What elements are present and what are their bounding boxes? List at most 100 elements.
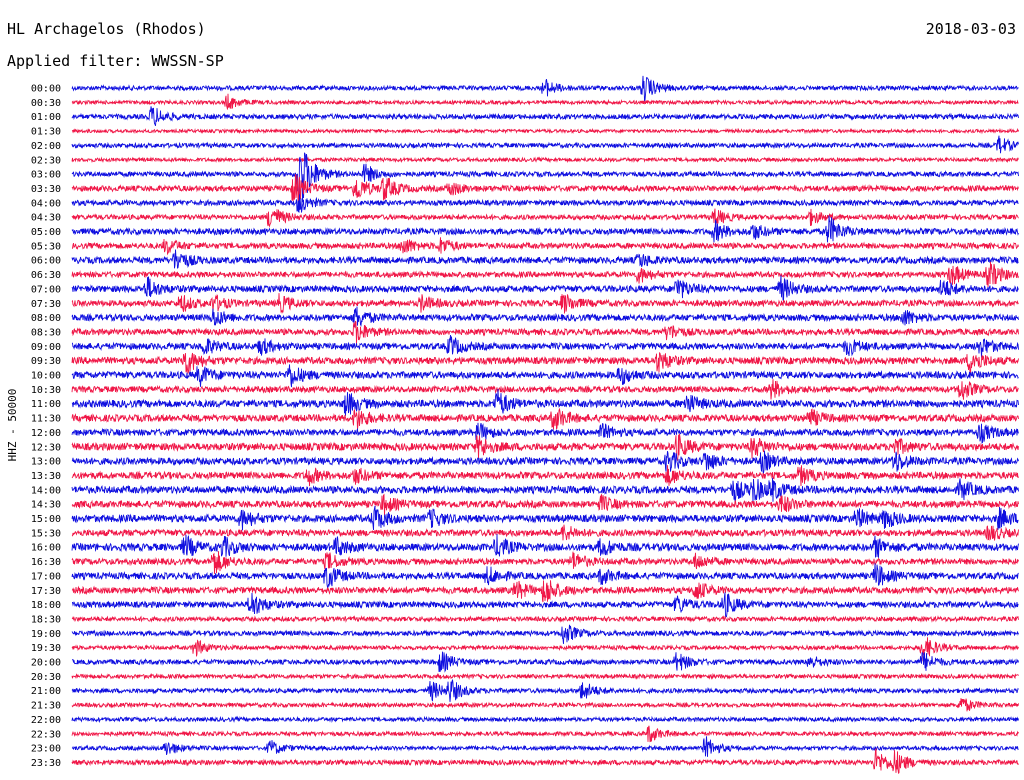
row-label: 14:00 [31, 485, 61, 496]
trace-row [71, 135, 1019, 154]
row-label: 14:30 [31, 500, 61, 511]
trace-row [71, 320, 1019, 344]
row-label: 22:30 [31, 729, 61, 740]
station-title: HL Archagelos (Rhodos) [7, 20, 206, 38]
row-label: 12:00 [31, 428, 61, 439]
row-label: 02:30 [31, 155, 61, 166]
row-label: 18:30 [31, 614, 61, 625]
row-label: 20:00 [31, 658, 61, 669]
row-label: 06:00 [31, 256, 61, 267]
trace-row [71, 679, 1019, 702]
trace-row [71, 580, 1019, 603]
trace-row [71, 407, 1019, 430]
row-label: 11:30 [31, 414, 61, 425]
trace-row [71, 106, 1019, 127]
trace-row [71, 156, 1019, 164]
trace-row [71, 736, 1019, 757]
trace-row [71, 261, 1019, 288]
row-label: 15:30 [31, 528, 61, 539]
trace-row [71, 505, 1019, 531]
row-label: 06:30 [31, 270, 61, 281]
trace-row [71, 534, 1019, 558]
trace-row [71, 698, 1019, 712]
trace-row [71, 615, 1019, 623]
row-label: 08:30 [31, 327, 61, 338]
trace-row [71, 747, 1019, 775]
trace-row [71, 388, 1019, 416]
trace-row [71, 477, 1019, 502]
trace-row [71, 672, 1019, 681]
trace-row [71, 194, 1019, 213]
trace-row [71, 237, 1019, 256]
y-axis-label: HHZ - 50000 [6, 389, 19, 462]
trace-row [71, 715, 1019, 724]
row-label: 03:30 [31, 184, 61, 195]
trace-row [71, 364, 1019, 388]
trace-row [71, 563, 1019, 588]
trace-row [71, 127, 1019, 135]
row-label: 20:30 [31, 672, 61, 683]
row-label: 23:30 [31, 758, 61, 769]
trace-row [71, 422, 1019, 444]
row-label: 04:30 [31, 213, 61, 224]
row-label: 22:00 [31, 715, 61, 726]
row-label: 16:00 [31, 543, 61, 554]
row-label: 13:00 [31, 457, 61, 468]
row-label: 00:30 [31, 98, 61, 109]
row-label: 00:00 [31, 84, 61, 95]
trace-row [71, 306, 1019, 328]
trace-row [71, 75, 1019, 103]
date-label: 2018-03-03 [925, 20, 1016, 38]
trace-row [71, 551, 1019, 574]
row-label: 21:00 [31, 686, 61, 697]
trace-row [71, 493, 1019, 516]
trace-row [71, 450, 1019, 475]
trace-row [71, 433, 1019, 462]
trace-row [71, 334, 1019, 358]
trace-row [71, 379, 1019, 400]
trace-row [71, 624, 1019, 644]
trace-row [71, 275, 1019, 302]
row-label: 10:00 [31, 371, 61, 382]
row-label: 04:00 [31, 198, 61, 209]
row-label: 13:30 [31, 471, 61, 482]
row-label: 07:30 [31, 299, 61, 310]
row-label: 18:00 [31, 600, 61, 611]
row-label: 21:30 [31, 701, 61, 712]
row-label: 16:30 [31, 557, 61, 568]
row-label: 08:00 [31, 313, 61, 324]
row-label: 03:00 [31, 170, 61, 181]
row-labels: 00:00 00:30 01:00 01:30 02:00 02:30 03:00 03:30… [31, 84, 61, 769]
row-label: 01:00 [31, 112, 61, 123]
row-label: 15:00 [31, 514, 61, 525]
row-label: 23:00 [31, 744, 61, 755]
trace-row [71, 152, 1019, 209]
row-label: 11:00 [31, 399, 61, 410]
trace-row [71, 293, 1019, 315]
row-label: 17:00 [31, 571, 61, 582]
row-label: 02:00 [31, 141, 61, 152]
row-label: 10:30 [31, 385, 61, 396]
row-label: 05:00 [31, 227, 61, 238]
row-label: 01:30 [31, 127, 61, 138]
row-label: 17:30 [31, 586, 61, 597]
row-label: 07:00 [31, 284, 61, 295]
row-label: 12:30 [31, 442, 61, 453]
trace-row [71, 93, 1019, 110]
trace-row [71, 208, 1019, 228]
trace-row [71, 651, 1019, 673]
trace-row [71, 725, 1019, 743]
trace-row [71, 465, 1019, 487]
trace-row [71, 215, 1019, 243]
row-label: 05:30 [31, 241, 61, 252]
row-label: 19:30 [31, 643, 61, 654]
filter-label: Applied filter: WWSSN-SP [7, 52, 224, 70]
traces [71, 75, 1019, 775]
trace-row [71, 637, 1019, 662]
row-label: 09:30 [31, 356, 61, 367]
trace-row [72, 592, 1019, 618]
trace-row [71, 249, 1019, 269]
trace-row [71, 174, 1019, 202]
trace-row [71, 524, 1019, 541]
